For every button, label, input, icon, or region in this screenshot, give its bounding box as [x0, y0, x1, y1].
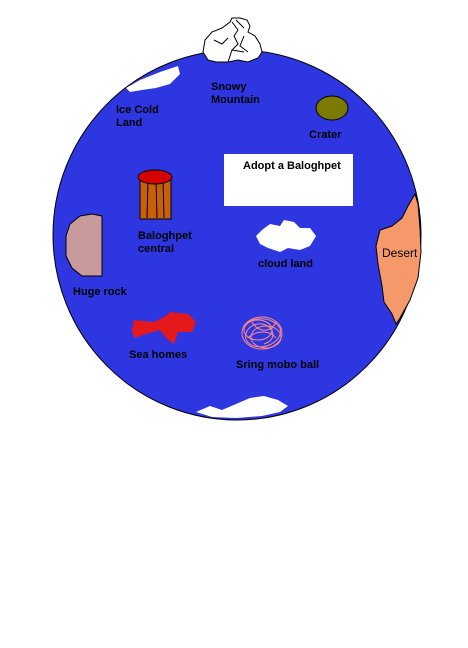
sea-homes-icon[interactable] [132, 312, 196, 344]
huge-rock-icon[interactable] [65, 213, 103, 277]
label-line: Desert [382, 246, 418, 260]
label-line: Crater [309, 129, 342, 141]
label-snowy-mountain[interactable]: Snowy Mountain [211, 81, 260, 107]
sring-mobo-ball-icon[interactable] [241, 316, 283, 350]
ice-cold-land-patch[interactable] [126, 66, 180, 92]
snowy-mountain-icon[interactable] [202, 17, 263, 63]
cloud-land-icon[interactable] [256, 220, 316, 252]
label-line: Mountain [211, 94, 260, 106]
label-line: Ice Cold [116, 104, 159, 116]
label-sring-mobo-ball[interactable]: Sring mobo ball [236, 359, 319, 372]
label-line: cloud land [258, 258, 313, 270]
label-line: Sring mobo ball [236, 359, 320, 371]
label-huge-rock[interactable]: Huge rock [73, 286, 127, 299]
label-baloghpet-central[interactable]: Baloghpet central [138, 230, 192, 256]
label-line: Huge rock [73, 286, 127, 298]
adopt-baloghpet-button[interactable]: Adopt a Baloghpet [224, 154, 353, 206]
desert-region[interactable] [375, 192, 422, 326]
adopt-button-label: Adopt a Baloghpet [243, 160, 341, 172]
label-line: Land [116, 117, 143, 129]
label-line: Snowy [211, 81, 247, 93]
barrel-icon[interactable] [137, 169, 173, 220]
label-desert[interactable]: Desert [382, 247, 417, 260]
label-line: Baloghpet [138, 230, 192, 242]
label-sea-homes[interactable]: Sea homes [129, 349, 187, 362]
crater-icon[interactable] [315, 95, 349, 121]
label-crater[interactable]: Crater [309, 129, 341, 142]
bottom-snow-patch [196, 396, 288, 418]
label-line: Sea homes [129, 349, 188, 361]
label-cloud-land[interactable]: cloud land [258, 258, 313, 271]
label-ice-cold-land[interactable]: Ice Cold Land [116, 104, 159, 130]
label-line: central [138, 243, 175, 255]
